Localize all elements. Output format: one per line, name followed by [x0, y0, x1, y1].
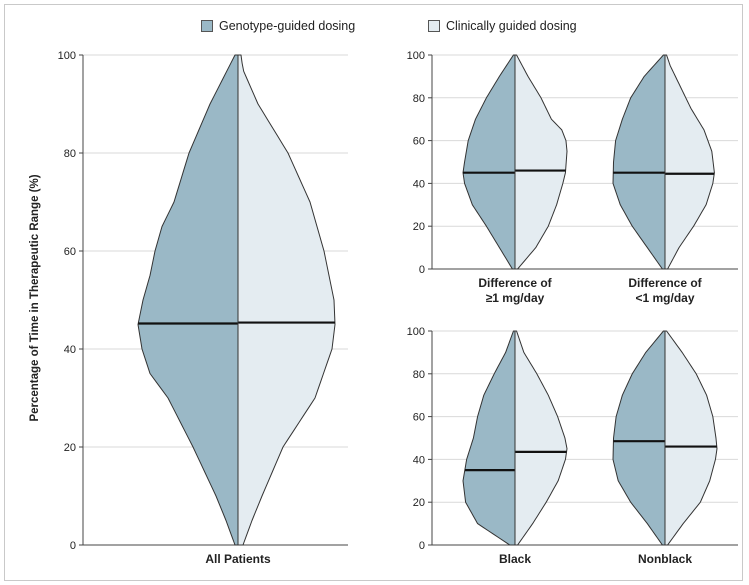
y-tick-label: 80 — [64, 148, 76, 160]
y-tick-label: 60 — [413, 136, 425, 148]
violin-half-clinical — [664, 330, 718, 546]
violin-half-genotype — [462, 330, 516, 546]
y-tick-label: 20 — [413, 221, 425, 233]
violin-half-clinical — [664, 54, 715, 270]
panel-main: 0 20 40 60 80 100 All Patients — [58, 50, 348, 566]
category-label: Black — [499, 552, 531, 566]
y-tick-label: 100 — [58, 50, 76, 62]
legend-clinical: Clinically guided dosing — [428, 19, 577, 33]
legend-clinical-swatch — [428, 20, 440, 32]
violin-half-clinical — [514, 330, 568, 546]
y-tick-label: 40 — [413, 454, 425, 466]
y-tick-label: 0 — [70, 540, 76, 552]
legend-genotype: Genotype-guided dosing — [201, 19, 355, 33]
violin-half-genotype — [612, 54, 666, 270]
y-tick-label: 20 — [64, 442, 76, 454]
violin-half-genotype — [137, 54, 239, 546]
legend-genotype-label: Genotype-guided dosing — [219, 19, 356, 33]
y-tick-label: 0 — [419, 264, 425, 276]
y-tick-label: 40 — [64, 344, 76, 356]
y-tick-label: 100 — [407, 50, 425, 62]
category-label: <1 mg/day — [635, 291, 694, 305]
panel-bottom-left: 0 20 40 60 80 100 Black — [407, 326, 738, 566]
panel-bottom-right: Nonblack — [612, 330, 718, 566]
category-label: ≥1 mg/day — [486, 291, 545, 305]
legend-genotype-swatch — [201, 20, 213, 32]
panel-top-right: Difference of<1 mg/day — [612, 54, 715, 305]
category-label: Nonblack — [638, 552, 692, 566]
figure-frame — [4, 4, 743, 581]
violin-half-clinical — [514, 54, 568, 270]
y-tick-label: 40 — [413, 178, 425, 190]
y-tick-label: 80 — [413, 93, 425, 105]
y-tick-label: 60 — [413, 412, 425, 424]
violin-half-genotype — [612, 330, 666, 546]
category-label: Difference of — [628, 276, 702, 290]
violin-half-genotype — [462, 54, 516, 270]
legend-clinical-label: Clinically guided dosing — [446, 19, 577, 33]
violin-half-clinical — [237, 54, 336, 546]
y-tick-label: 20 — [413, 497, 425, 509]
y-tick-label: 100 — [407, 326, 425, 338]
y-tick-label: 0 — [419, 540, 425, 552]
category-label: Difference of — [478, 276, 552, 290]
y-tick-label: 60 — [64, 246, 76, 258]
category-label: All Patients — [205, 552, 271, 566]
y-tick-label: 80 — [413, 369, 425, 381]
